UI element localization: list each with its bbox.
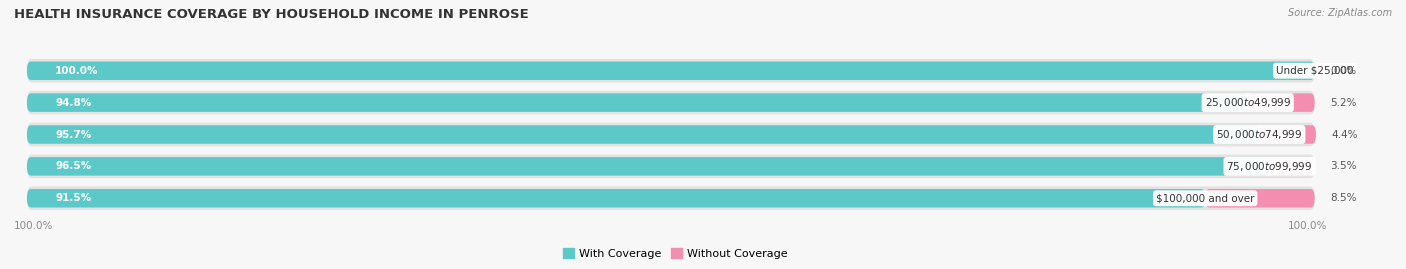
Text: 100.0%: 100.0%: [14, 221, 53, 231]
FancyBboxPatch shape: [27, 62, 1315, 80]
Text: HEALTH INSURANCE COVERAGE BY HOUSEHOLD INCOME IN PENROSE: HEALTH INSURANCE COVERAGE BY HOUSEHOLD I…: [14, 8, 529, 21]
FancyBboxPatch shape: [1205, 189, 1315, 207]
Text: 94.8%: 94.8%: [55, 98, 91, 108]
FancyBboxPatch shape: [1270, 157, 1315, 176]
Text: Source: ZipAtlas.com: Source: ZipAtlas.com: [1288, 8, 1392, 18]
Text: 8.5%: 8.5%: [1330, 193, 1357, 203]
Text: 95.7%: 95.7%: [55, 129, 91, 140]
FancyBboxPatch shape: [27, 125, 1260, 144]
Legend: With Coverage, Without Coverage: With Coverage, Without Coverage: [558, 244, 793, 263]
Text: 4.4%: 4.4%: [1331, 129, 1358, 140]
Text: $75,000 to $99,999: $75,000 to $99,999: [1226, 160, 1313, 173]
FancyBboxPatch shape: [27, 123, 1315, 146]
FancyBboxPatch shape: [1247, 93, 1315, 112]
Text: 96.5%: 96.5%: [55, 161, 91, 171]
Text: 5.2%: 5.2%: [1330, 98, 1357, 108]
Text: 3.5%: 3.5%: [1330, 161, 1357, 171]
Text: Under $25,000: Under $25,000: [1275, 66, 1354, 76]
Text: 100.0%: 100.0%: [1288, 221, 1327, 231]
FancyBboxPatch shape: [27, 91, 1315, 114]
Text: 0.0%: 0.0%: [1330, 66, 1357, 76]
FancyBboxPatch shape: [27, 155, 1315, 178]
FancyBboxPatch shape: [1260, 125, 1316, 144]
Text: 91.5%: 91.5%: [55, 193, 91, 203]
FancyBboxPatch shape: [27, 186, 1315, 210]
Text: $50,000 to $74,999: $50,000 to $74,999: [1216, 128, 1302, 141]
FancyBboxPatch shape: [27, 157, 1270, 176]
Text: $25,000 to $49,999: $25,000 to $49,999: [1205, 96, 1291, 109]
Text: 100.0%: 100.0%: [55, 66, 98, 76]
Text: $100,000 and over: $100,000 and over: [1156, 193, 1254, 203]
FancyBboxPatch shape: [27, 189, 1205, 207]
FancyBboxPatch shape: [27, 59, 1315, 83]
FancyBboxPatch shape: [27, 93, 1247, 112]
